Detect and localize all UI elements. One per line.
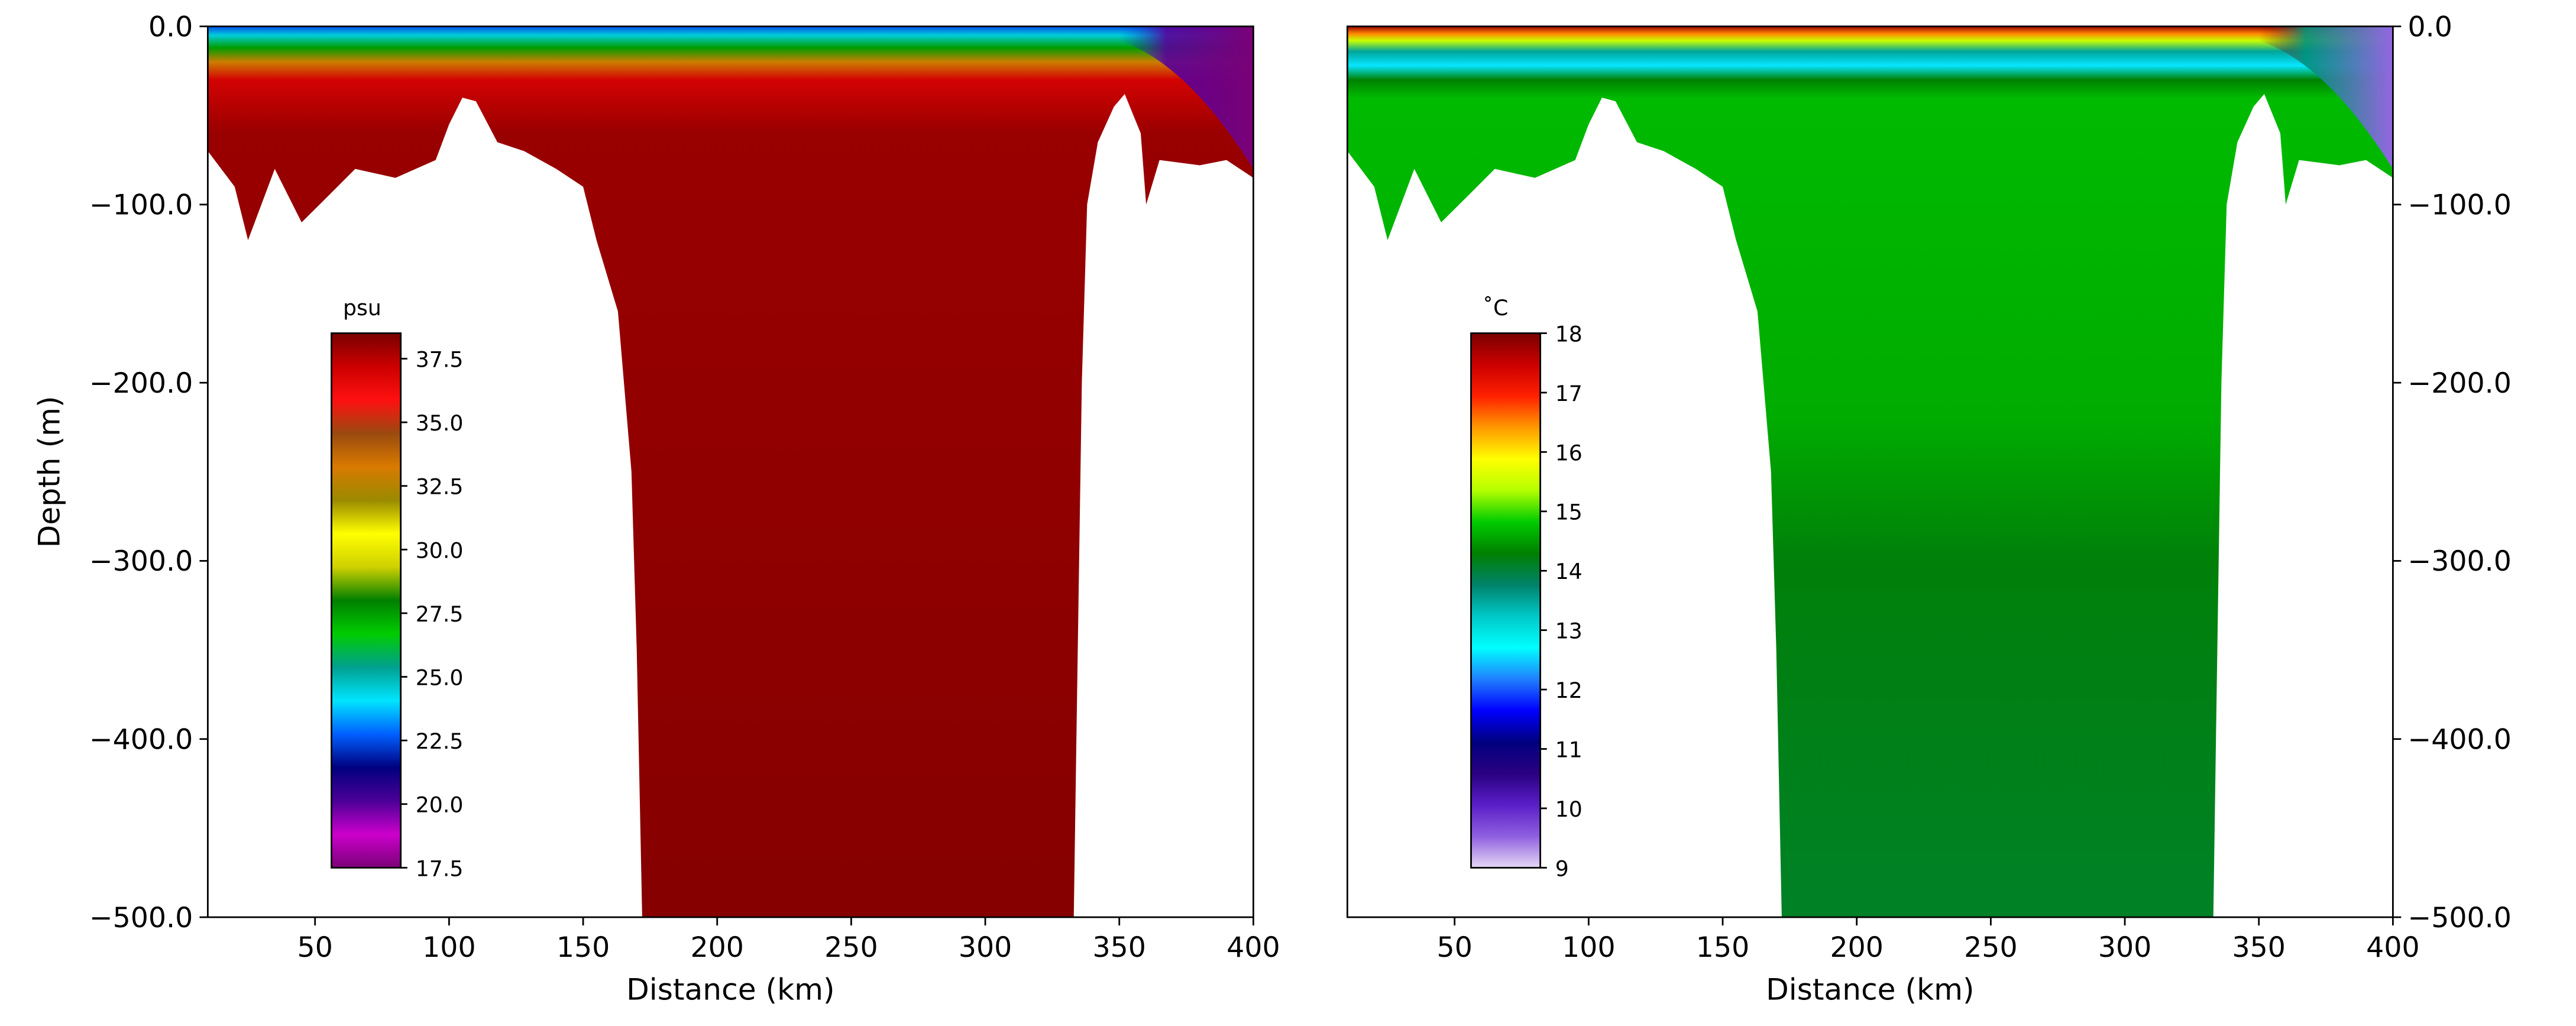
x-tick-label: 150 <box>556 931 610 964</box>
colorbar-tick-label: 37.5 <box>416 347 464 372</box>
colorbar-tick-label: 9 <box>1555 856 1569 881</box>
colorbar-tick-label: 22.5 <box>416 729 464 754</box>
colorbar-tick-label: 15 <box>1555 500 1583 525</box>
colorbar-tick-label: 20.0 <box>416 792 464 818</box>
salinity-y-ticks: 0.0 −100.0 −200.0 −300.0 −400.0 −500.0 <box>89 11 208 934</box>
temperature-colorbar: ˚C 18 17 16 15 14 13 12 11 10 9 <box>1470 295 1583 881</box>
temperature-east-plume <box>2258 26 2393 169</box>
x-tick-label: 200 <box>1830 931 1883 964</box>
x-tick-label: 250 <box>1964 931 2017 964</box>
colorbar-tick-label: 11 <box>1555 737 1583 762</box>
y-tick-label: −500.0 <box>2408 902 2512 934</box>
x-tick-label: 400 <box>2366 931 2419 964</box>
x-tick-label: 200 <box>690 931 743 964</box>
y-tick-label: −500.0 <box>89 902 193 934</box>
salinity-plot-frame <box>206 25 1254 918</box>
y-tick-label: −300.0 <box>89 545 193 578</box>
salinity-colorbar: psu 37.5 35.0 32.5 30.0 27.5 25.0 22.5 20.0 17.5 <box>331 295 464 881</box>
x-tick-label: 50 <box>1437 931 1473 964</box>
y-tick-label: −100.0 <box>89 189 193 222</box>
colorbar-tick-label: 35.0 <box>416 410 464 436</box>
x-tick-label: 50 <box>297 931 333 964</box>
colorbar-unit-label: ˚C <box>1483 295 1508 321</box>
x-tick-label: 350 <box>1093 931 1146 964</box>
y-tick-label: −200.0 <box>89 367 193 400</box>
colorbar-tick-label: 18 <box>1555 321 1583 347</box>
colorbar-tick-label: 32.5 <box>416 474 464 500</box>
colorbar-tick-label: 14 <box>1555 559 1583 584</box>
colorbar-tick-label: 10 <box>1555 797 1583 822</box>
colorbar-gradient <box>331 332 402 869</box>
colorbar-tick-label: 30.0 <box>416 538 464 563</box>
x-tick-label: 100 <box>1562 931 1615 964</box>
colorbar-tick-label: 12 <box>1555 678 1583 703</box>
y-tick-label: −300.0 <box>2408 545 2512 578</box>
temperature-x-ticks: 50 100 150 200 250 300 350 400 <box>1437 917 2420 964</box>
y-tick-label: −400.0 <box>2408 723 2512 756</box>
colorbar-tick-label: 17.5 <box>416 856 464 881</box>
panel-salinity: 50 100 150 200 250 300 350 400 0.0 −100.0 −200.0 −… <box>31 11 1280 1006</box>
x-tick-label: 150 <box>1696 931 1749 964</box>
salinity-y-axis-label: Depth (m) <box>31 396 66 548</box>
colorbar-tick-label: 13 <box>1555 619 1583 644</box>
y-tick-label: −100.0 <box>2408 189 2512 222</box>
y-tick-label: 0.0 <box>2408 11 2452 43</box>
temperature-x-axis-label: Distance (km) <box>1766 972 1974 1006</box>
colorbar-tick-label: 16 <box>1555 440 1583 465</box>
colorbar-unit-label: psu <box>343 295 381 321</box>
y-tick-label: 0.0 <box>148 11 193 43</box>
temperature-y-ticks: 0.0 −100.0 −200.0 −300.0 −400.0 −500.0 <box>2393 11 2512 934</box>
panel-temperature: 50 100 150 200 250 300 350 400 0.0 −100.0 −200.0 −… <box>1346 11 2512 1006</box>
y-tick-label: −400.0 <box>89 723 193 756</box>
colorbar-tick-label: 17 <box>1555 381 1583 406</box>
x-tick-label: 350 <box>2232 931 2285 964</box>
salinity-east-plume <box>1119 26 1254 169</box>
colorbar-tick-label: 25.0 <box>416 665 464 690</box>
x-tick-label: 300 <box>2098 931 2151 964</box>
salinity-x-axis-label: Distance (km) <box>626 972 834 1006</box>
x-tick-label: 250 <box>824 931 878 964</box>
salinity-x-ticks: 50 100 150 200 250 300 350 400 <box>297 917 1280 964</box>
colorbar-gradient <box>1470 332 1542 869</box>
y-tick-label: −200.0 <box>2408 367 2512 400</box>
temperature-plot-frame <box>1346 25 2394 918</box>
x-tick-label: 300 <box>959 931 1012 964</box>
x-tick-label: 100 <box>422 931 475 964</box>
x-tick-label: 400 <box>1226 931 1280 964</box>
colorbar-tick-label: 27.5 <box>416 601 464 627</box>
